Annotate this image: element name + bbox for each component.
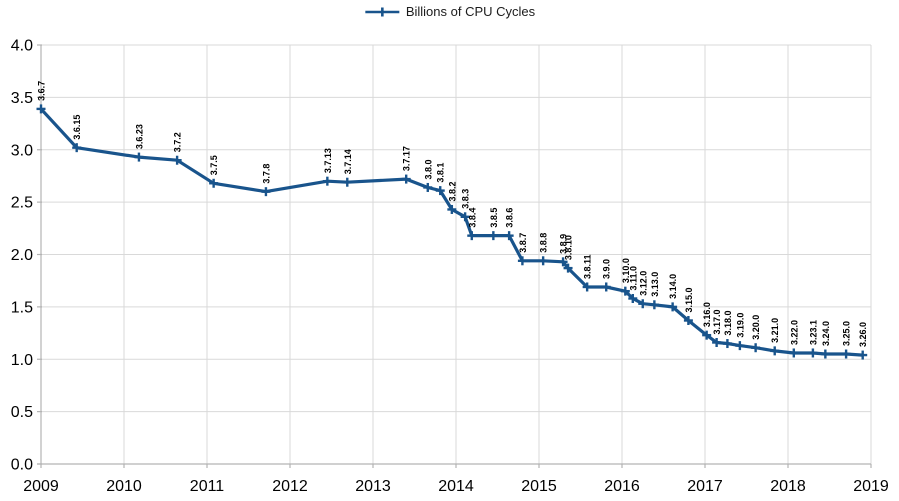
y-axis-tick-label: 1.0 bbox=[11, 352, 33, 369]
x-axis-tick-label: 2009 bbox=[23, 478, 59, 495]
data-point-label: 3.8.1 bbox=[436, 163, 446, 183]
data-point-label: 3.8.8 bbox=[539, 233, 549, 253]
data-point-label: 3.8.3 bbox=[461, 189, 471, 209]
data-point-label: 3.7.14 bbox=[343, 149, 353, 174]
data-series bbox=[36, 104, 868, 360]
data-point-label: 3.11.0 bbox=[628, 266, 638, 291]
y-axis-tick-label: 0.0 bbox=[11, 457, 33, 474]
data-point-label: 3.26.0 bbox=[858, 322, 868, 347]
data-point-label: 3.8.11 bbox=[583, 254, 593, 279]
data-point-label: 3.8.7 bbox=[518, 233, 528, 253]
axes: 0.0 0.5 1.0 1.5 2.0 2.5 3.0 3.5 4.0 2009 2010 2011 2… bbox=[11, 38, 889, 496]
data-point-label: 3.7.2 bbox=[173, 132, 183, 152]
x-axis-tick-label: 2012 bbox=[272, 478, 308, 495]
x-axis-tick-label: 2018 bbox=[770, 478, 806, 495]
y-axis-tick-label: 0.5 bbox=[11, 404, 33, 421]
y-axis-tick-label: 4.0 bbox=[11, 38, 33, 55]
x-axis-tick-label: 2016 bbox=[604, 478, 640, 495]
data-point-label: 3.8.9 bbox=[559, 234, 569, 254]
data-labels: 3.6.7 3.6.15 3.6.23 3.7.2 3.7.5 3.7.8 3.7.13 3.… bbox=[37, 81, 869, 347]
data-point-label: 3.10.0 bbox=[621, 258, 631, 283]
data-point-label: 3.15.0 bbox=[684, 287, 694, 312]
gridlines bbox=[41, 44, 872, 464]
data-point-label: 3.16.0 bbox=[702, 302, 712, 327]
x-axis-tick-label: 2010 bbox=[106, 478, 142, 495]
y-axis-tick-label: 3.0 bbox=[11, 142, 33, 159]
x-axis-tick-label: 2015 bbox=[521, 478, 557, 495]
data-point-label: 3.21.0 bbox=[770, 318, 780, 343]
x-axis-tick-label: 2017 bbox=[687, 478, 723, 495]
y-axis-tick-label: 3.5 bbox=[11, 90, 33, 107]
data-point-label: 3.7.5 bbox=[209, 155, 219, 175]
data-point-label: 3.7.17 bbox=[402, 146, 412, 171]
data-point-label: 3.12.0 bbox=[638, 271, 648, 296]
data-point-label: 3.19.0 bbox=[735, 313, 745, 338]
data-point-label: 3.7.13 bbox=[323, 148, 333, 173]
data-point-label: 3.23.1 bbox=[808, 320, 818, 345]
data-point-label: 3.13.0 bbox=[650, 272, 660, 297]
data-point-label: 3.8.4 bbox=[467, 208, 477, 228]
data-point-label: 3.24.0 bbox=[821, 321, 831, 346]
x-axis-tick-label: 2019 bbox=[853, 478, 889, 495]
data-point-label: 3.7.8 bbox=[261, 164, 271, 184]
data-point-label: 3.25.0 bbox=[842, 321, 852, 346]
legend-series-label: Billions of CPU Cycles bbox=[405, 4, 536, 19]
data-point-label: 3.22.0 bbox=[789, 320, 799, 345]
x-axis-tick-label: 2013 bbox=[355, 478, 391, 495]
data-point-label: 3.17.0 bbox=[712, 309, 722, 334]
chart-legend: Billions of CPU Cycles bbox=[364, 4, 535, 19]
data-point-label: 3.9.0 bbox=[602, 259, 612, 279]
y-axis-tick-label: 2.5 bbox=[11, 195, 33, 212]
data-point-label: 3.6.7 bbox=[37, 81, 47, 101]
data-point-label: 3.6.15 bbox=[72, 115, 82, 140]
data-point-label: 3.8.2 bbox=[447, 181, 457, 201]
legend-line-marker-icon bbox=[364, 7, 399, 16]
x-axis-tick-label: 2011 bbox=[190, 478, 225, 495]
data-point-label: 3.18.0 bbox=[723, 311, 733, 336]
data-point-label: 3.14.0 bbox=[668, 274, 678, 299]
data-point-label: 3.6.23 bbox=[134, 124, 144, 149]
data-point-label: 3.8.10 bbox=[564, 235, 574, 260]
y-axis-tick-label: 2.0 bbox=[11, 247, 33, 264]
data-point-label: 3.8.6 bbox=[505, 208, 515, 228]
y-axis-tick-label: 1.5 bbox=[11, 299, 33, 316]
data-point-label: 3.8.0 bbox=[423, 159, 433, 179]
data-point-label: 3.20.0 bbox=[751, 315, 761, 340]
x-axis-tick-label: 2014 bbox=[438, 478, 474, 495]
data-point-label: 3.8.5 bbox=[489, 208, 499, 228]
